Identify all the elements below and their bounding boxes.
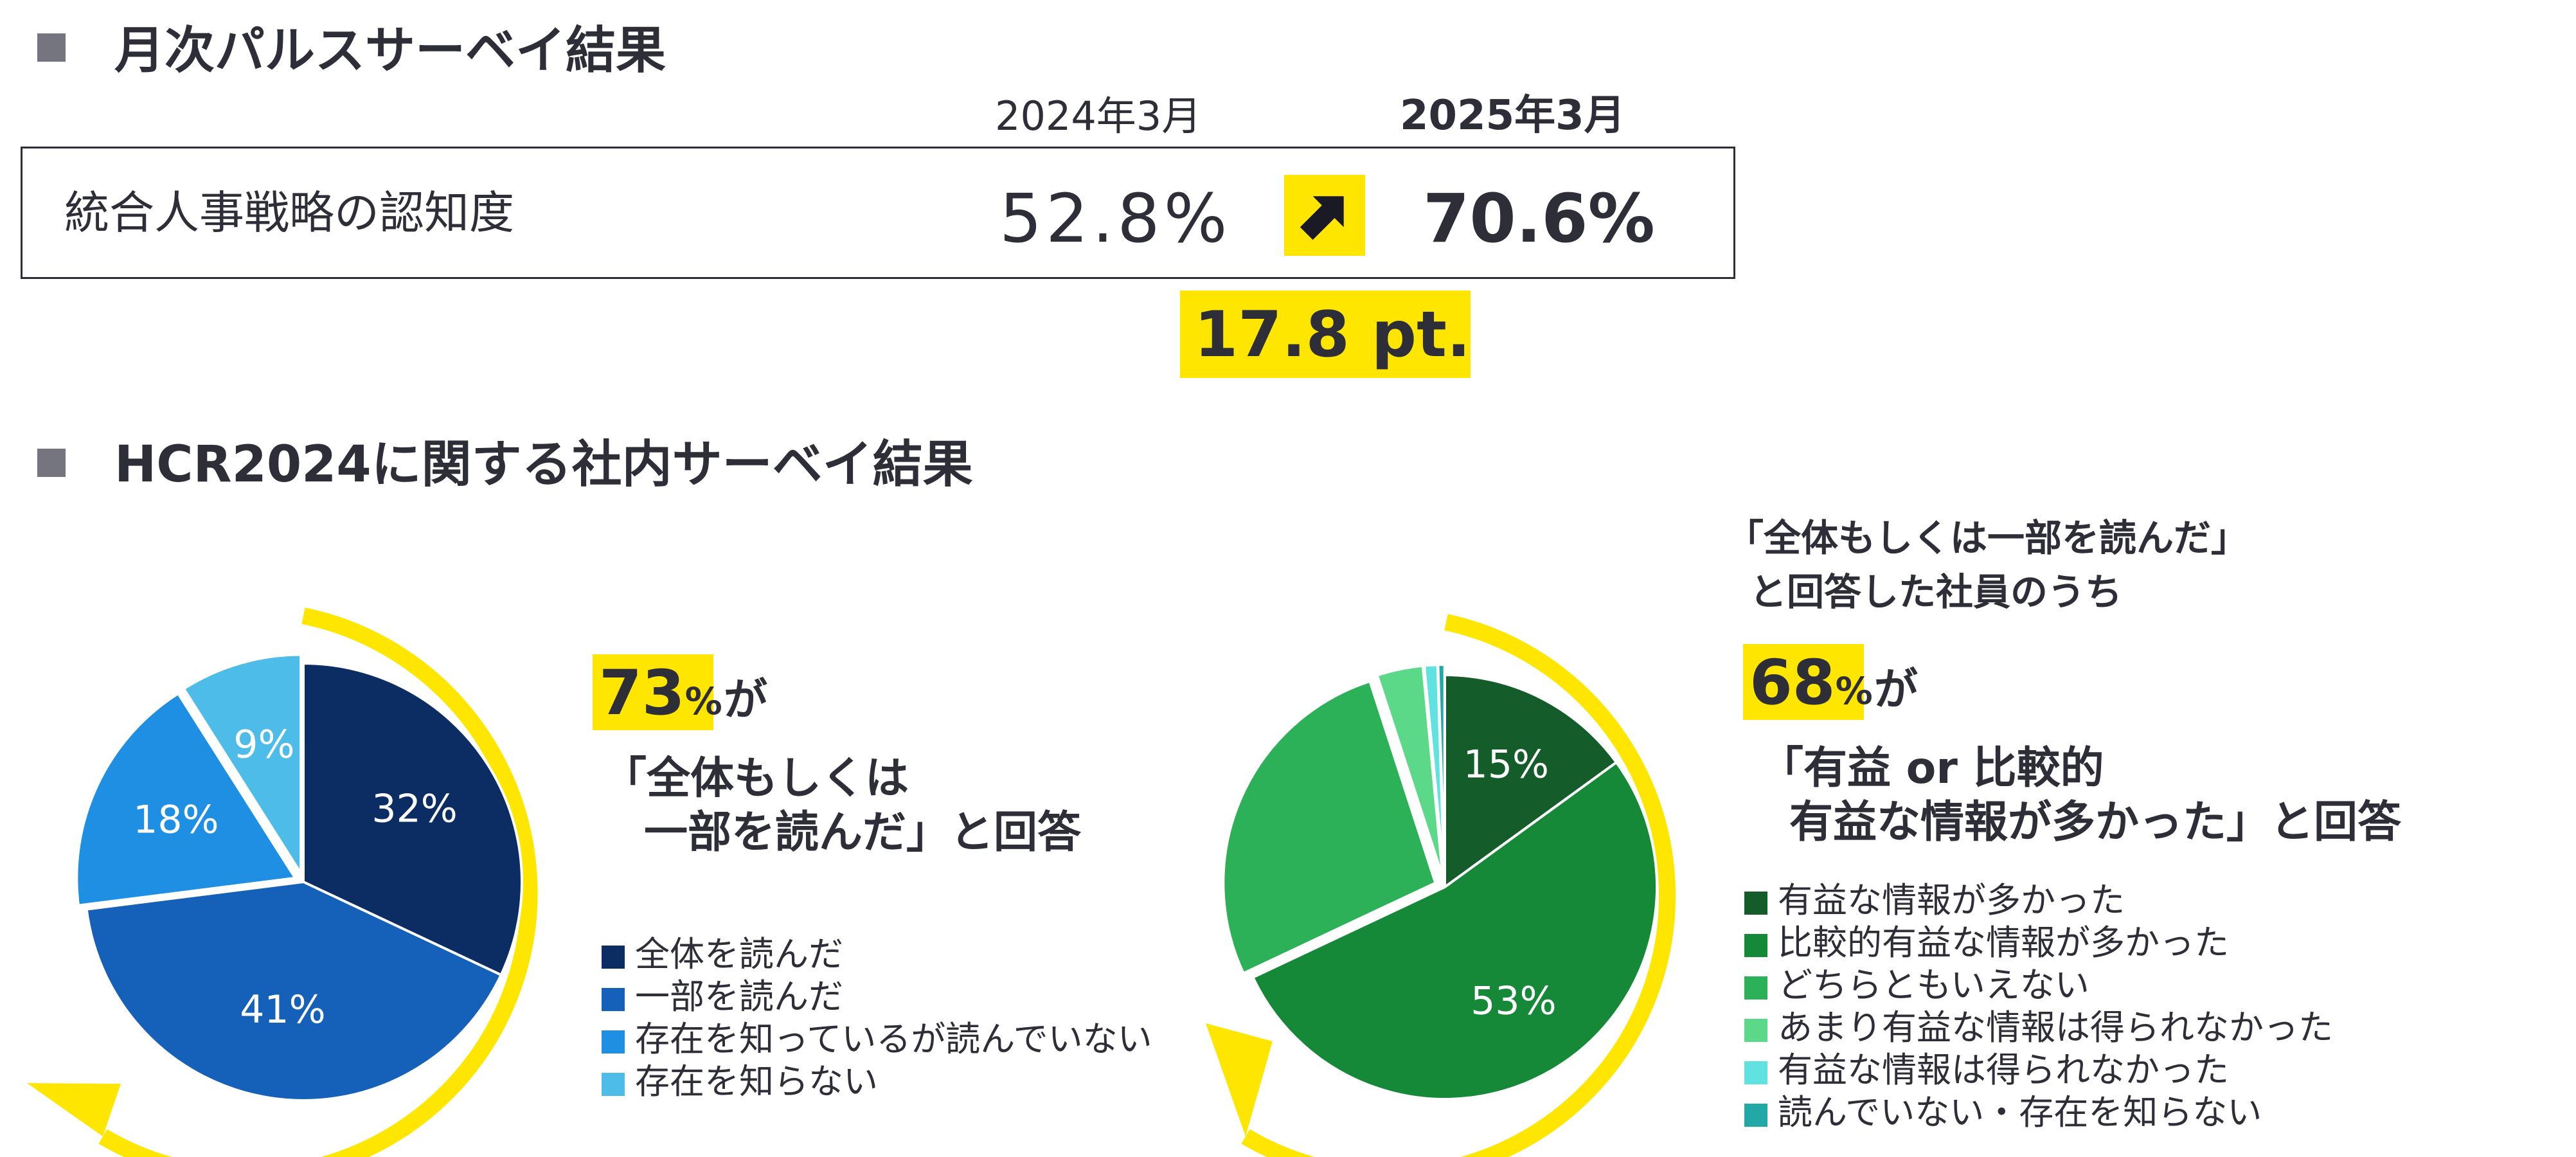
value-2024: 52.8% <box>999 179 1231 258</box>
legend-swatch <box>602 1030 625 1054</box>
pie-slice <box>75 692 298 907</box>
legend-swatch <box>1744 1061 1767 1084</box>
pie-slice <box>85 880 503 1102</box>
legend-swatch <box>1744 1104 1767 1127</box>
legend-item: どちらともいえない <box>1744 968 2089 1003</box>
legend-swatch <box>1744 1019 1767 1042</box>
pie-slice-label: 41% <box>240 987 325 1032</box>
col-2024-label: 2024年3月 <box>995 93 1202 139</box>
pie-slice-label: 53% <box>1471 978 1556 1023</box>
legend-item: あまり有益な情報は得られなかった <box>1744 1010 2333 1045</box>
legend-item: 有益な情報は得られなかった <box>1744 1053 2229 1088</box>
left-callout-line3: 一部を読んだ」と回答 <box>644 807 1082 858</box>
pie-slice <box>1436 663 1446 877</box>
circular-arrow-left <box>98 607 538 1157</box>
legend-item: 比較的有益な情報が多かった <box>1744 926 2229 960</box>
left-callout-ga: が <box>724 675 768 726</box>
col-2025-label: 2025年3月 <box>1400 92 1625 139</box>
right-callout-pre2: と回答した社員のうち <box>1749 570 2123 614</box>
circular-arrowhead-left <box>27 1083 121 1136</box>
section1-title: 月次パルスサーベイ結果 <box>114 22 666 80</box>
pie-slice-label: 32% <box>371 787 457 832</box>
section2-title: HCR2024に関する社内サーベイ結果 <box>114 436 973 494</box>
section-square-icon <box>37 449 66 477</box>
right-callout-ga: が <box>1874 665 1919 715</box>
legend-item: 読んでいない・存在を知らない <box>1744 1095 2262 1130</box>
diff-value: 17.8 pt. <box>1194 298 1471 372</box>
diff-badge <box>1180 291 1471 378</box>
pie-slice <box>302 661 523 977</box>
legend-swatch <box>602 1073 625 1096</box>
pie-slice <box>182 653 303 878</box>
pie-slice <box>1222 679 1437 975</box>
metric-row-label: 統合人事戦略の認知度 <box>64 186 514 239</box>
section-square-icon <box>37 33 66 62</box>
right-callout-line2: 「有益 or 比較的 <box>1760 743 2104 794</box>
pie-slice-label: 18% <box>133 797 219 842</box>
metric-row-box <box>21 147 1735 279</box>
value-2025: 70.6% <box>1423 179 1655 258</box>
legend-item: 有益な情報が多かった <box>1744 883 2125 918</box>
right-callout-percent: 68% <box>1749 647 1873 719</box>
pie-slice <box>1444 673 1618 890</box>
pie-slice <box>1251 760 1658 1100</box>
legend-swatch <box>602 988 625 1011</box>
circular-arrowhead-right <box>1206 1023 1273 1136</box>
pie-slice-label: 9% <box>233 722 294 767</box>
legend-swatch <box>1744 976 1767 1000</box>
legend-item: 全体を読んだ <box>602 937 843 972</box>
legend-item: 一部を読んだ <box>602 980 843 1014</box>
legend-swatch <box>1744 934 1767 957</box>
circular-arrow-right <box>1241 614 1676 1157</box>
legend-swatch <box>1744 892 1767 915</box>
arrow-up-right-icon <box>1284 175 1365 256</box>
pie-slice-label: 15% <box>1463 742 1549 787</box>
left-callout-highlight <box>593 654 713 730</box>
left-callout-line2: 「全体もしくは <box>603 753 909 804</box>
legend-swatch <box>602 946 625 969</box>
right-callout-highlight <box>1743 644 1864 720</box>
pie-slice <box>1375 664 1444 877</box>
right-callout-line3: 有益な情報が多かった」と回答 <box>1789 797 2402 848</box>
legend-item: 存在を知っているが読んでいない <box>602 1022 1152 1057</box>
legend-item: 存在を知らない <box>602 1064 878 1099</box>
pie-chart-right: 15% 53% <box>1206 614 1676 1157</box>
left-callout-percent: 73% <box>599 657 722 729</box>
pie-chart-left: 32% 41% 18% 9% <box>27 607 538 1157</box>
right-callout-pre1: 「全体もしくは一部を読んだ」 <box>1726 516 2249 560</box>
